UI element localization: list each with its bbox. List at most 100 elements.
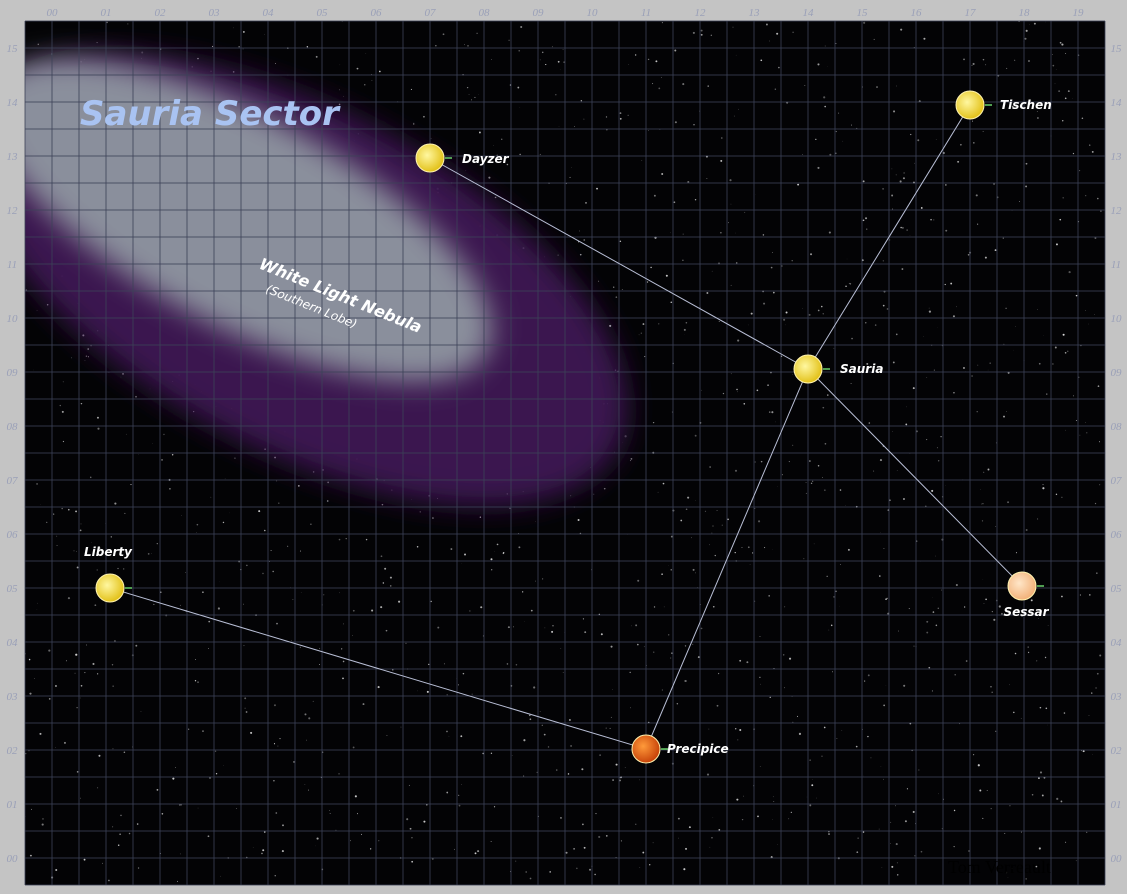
bg-star bbox=[252, 847, 254, 848]
row-label: 09 bbox=[7, 367, 19, 379]
bg-star bbox=[552, 625, 554, 627]
bg-star bbox=[106, 21, 108, 24]
bg-star bbox=[112, 748, 114, 750]
bg-star bbox=[507, 626, 510, 629]
bg-star bbox=[682, 747, 684, 750]
bg-star bbox=[1028, 60, 1030, 62]
bg-star bbox=[477, 850, 480, 853]
bg-star bbox=[829, 153, 832, 156]
bg-star bbox=[749, 564, 751, 565]
bg-star bbox=[624, 435, 627, 438]
bg-star bbox=[506, 163, 509, 166]
bg-star bbox=[406, 818, 409, 821]
bg-star bbox=[1064, 97, 1067, 100]
bg-star bbox=[839, 489, 842, 491]
bg-star bbox=[560, 817, 562, 819]
bg-star bbox=[63, 741, 66, 744]
bg-star bbox=[1061, 496, 1063, 498]
bg-star bbox=[804, 85, 806, 86]
bg-star bbox=[993, 183, 995, 185]
bg-star bbox=[788, 818, 790, 820]
bg-star bbox=[83, 858, 86, 861]
bg-star bbox=[954, 674, 956, 676]
bg-star bbox=[879, 575, 881, 577]
bg-star bbox=[89, 476, 92, 479]
bg-star bbox=[233, 27, 234, 29]
bg-star bbox=[661, 689, 663, 691]
sun bbox=[631, 734, 661, 764]
bg-star bbox=[820, 305, 823, 308]
bg-star bbox=[466, 86, 469, 89]
bg-star bbox=[360, 833, 362, 835]
bg-star bbox=[555, 769, 558, 771]
bg-star bbox=[378, 840, 380, 842]
bg-star bbox=[774, 421, 776, 423]
column-label: 15 bbox=[857, 7, 869, 19]
bg-star bbox=[1038, 847, 1041, 850]
bg-star bbox=[975, 194, 978, 197]
bg-star bbox=[809, 460, 811, 462]
bg-star bbox=[583, 846, 586, 849]
bg-star bbox=[965, 660, 968, 662]
bg-star bbox=[1086, 432, 1088, 434]
bg-star bbox=[851, 337, 853, 340]
bg-star bbox=[547, 746, 550, 748]
bg-star bbox=[76, 551, 77, 552]
system-name: Precipice bbox=[667, 742, 729, 756]
bg-star bbox=[264, 34, 265, 35]
bg-star bbox=[297, 485, 300, 487]
bg-star bbox=[905, 423, 908, 426]
bg-star bbox=[826, 575, 828, 577]
bg-star bbox=[891, 194, 894, 197]
bg-star bbox=[880, 766, 882, 767]
bg-star bbox=[1054, 83, 1056, 85]
bg-star bbox=[730, 373, 732, 375]
bg-star bbox=[935, 139, 937, 140]
bg-star bbox=[866, 228, 868, 230]
bg-star bbox=[768, 411, 771, 413]
bg-star bbox=[959, 723, 961, 725]
bg-star bbox=[933, 219, 935, 221]
bg-star bbox=[768, 595, 770, 597]
bg-star bbox=[718, 321, 720, 323]
bg-star bbox=[952, 315, 955, 318]
bg-star bbox=[345, 538, 347, 540]
bg-star bbox=[1058, 90, 1061, 93]
bg-star bbox=[784, 687, 786, 689]
bg-star bbox=[821, 755, 823, 757]
bg-star bbox=[792, 31, 794, 33]
bg-star bbox=[299, 550, 301, 552]
bg-star bbox=[710, 34, 713, 37]
bg-star bbox=[282, 824, 284, 827]
bg-star bbox=[963, 366, 965, 369]
bg-star bbox=[539, 59, 541, 61]
bg-star bbox=[750, 312, 753, 315]
bg-star bbox=[458, 804, 461, 807]
bg-star bbox=[544, 627, 546, 629]
bg-star bbox=[108, 879, 110, 882]
bg-star bbox=[630, 457, 633, 460]
bg-star bbox=[1042, 484, 1044, 486]
bg-star bbox=[926, 631, 929, 634]
bg-star bbox=[242, 30, 245, 33]
bg-star bbox=[594, 873, 596, 876]
bg-star bbox=[824, 489, 826, 491]
bg-star bbox=[735, 232, 736, 234]
bg-star bbox=[709, 846, 711, 848]
bg-star bbox=[828, 231, 831, 234]
bg-star bbox=[352, 609, 355, 612]
bg-star bbox=[112, 685, 114, 687]
bg-star bbox=[885, 598, 887, 601]
bg-star bbox=[1038, 617, 1039, 619]
bg-star bbox=[224, 478, 226, 480]
bg-star bbox=[457, 684, 460, 686]
bg-star bbox=[1030, 599, 1033, 602]
bg-star bbox=[955, 583, 958, 587]
bg-star bbox=[822, 406, 825, 409]
bg-star bbox=[760, 59, 763, 62]
bg-star bbox=[1046, 393, 1048, 395]
bg-star bbox=[1016, 108, 1018, 109]
bg-star bbox=[202, 591, 204, 593]
bg-star bbox=[896, 85, 898, 87]
bg-star bbox=[490, 841, 492, 843]
